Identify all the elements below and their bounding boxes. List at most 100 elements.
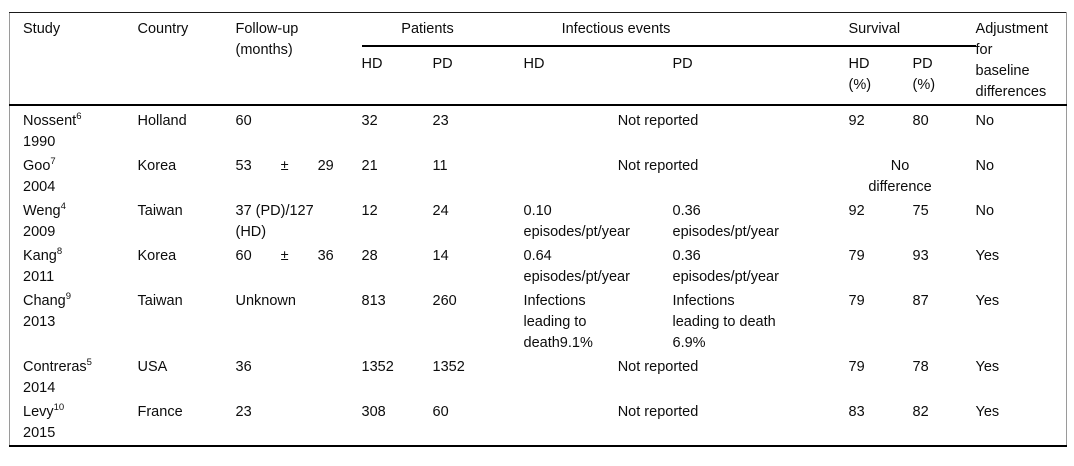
patients-pd-cell: 60 [432, 404, 449, 420]
infectious-events-span-cell: Not reported [617, 404, 699, 420]
table-row-weng: Weng4 2009 Taiwan 37 (PD)/127 (HD) 12 24 … [10, 199, 1067, 244]
survival-pd-cell: 80 [912, 113, 929, 129]
study-name: Levy [23, 404, 54, 420]
study-cell: Kang8 2011 [10, 244, 138, 289]
infectious-events-span-cell: Not reported [617, 359, 699, 375]
study-ref: 10 [53, 402, 65, 414]
group-header-patients: Patients [361, 12, 524, 47]
follow-up-cell: 53 ± 29 [235, 158, 334, 174]
patients-pd-cell: 11 [432, 158, 448, 174]
follow-up-cell: Unknown [235, 293, 296, 309]
study-year: 2013 [23, 314, 56, 330]
patients-hd-cell: 28 [361, 248, 378, 264]
survival-span-cell: No difference [868, 158, 932, 195]
study-ref: 7 [50, 156, 56, 168]
subheader-infectious-hd: HD [523, 56, 545, 72]
follow-up-cell: 60 ± 36 [235, 248, 334, 264]
survival-pd-cell: 93 [912, 248, 929, 264]
infectious-pd-cell: 0.36 episodes/pt/year [672, 248, 779, 285]
col-header-follow-up: Follow-up (months) [235, 21, 299, 58]
survival-hd-cell: 92 [848, 113, 865, 129]
col-header-study: Study [23, 21, 61, 37]
infectious-pd-cell: Infections leading to death 6.9% [672, 293, 776, 351]
study-year: 2011 [23, 269, 55, 285]
subheader-infectious-pd: PD [672, 56, 693, 72]
infectious-events-span-cell: Not reported [617, 113, 699, 129]
table-row-chang: Chang9 2013 Taiwan Unknown 813 260 Infect… [10, 289, 1067, 355]
study-year: 2014 [23, 380, 56, 396]
patients-hd-cell: 308 [361, 404, 386, 420]
group-header-survival: Survival [848, 12, 976, 47]
survival-pd-cell: 87 [912, 293, 929, 309]
subheader-patients-pd: PD [432, 56, 453, 72]
country-cell: USA [137, 359, 168, 375]
study-ref: 5 [86, 357, 92, 369]
table-header: Study Country Follow-up (months) Patient… [9, 12, 1067, 105]
study-ref: 6 [76, 111, 82, 123]
subheader-survival-hd: HD (%) [848, 56, 872, 93]
patients-hd-cell: 12 [361, 203, 378, 219]
infectious-hd-cell: 0.64 episodes/pt/year [523, 248, 630, 285]
study-cell: Contreras5 2014 [10, 355, 138, 400]
country-cell: Korea [137, 248, 177, 264]
follow-up-cell: 36 [235, 359, 252, 375]
infectious-hd-cell: Infections leading to death9.1% [523, 293, 593, 351]
study-name: Chang [23, 293, 66, 309]
study-year: 1990 [23, 134, 56, 150]
subheader-patients-hd: HD [361, 56, 383, 72]
follow-up-cell: 60 [235, 113, 252, 129]
study-name: Goo [23, 158, 51, 174]
adjustment-cell: Yes [975, 404, 1000, 420]
adjustment-cell: No [975, 203, 995, 219]
survival-hd-cell: 83 [848, 404, 865, 420]
group-header-infectious-events: Infectious events [523, 12, 849, 47]
table-row-kang: Kang8 2011 Korea 60 ± 36 28 14 0.64 episo… [10, 244, 1067, 289]
country-cell: Taiwan [137, 203, 183, 219]
table-row-goo: Goo7 2004 Korea 53 ± 29 21 11 Not reporte… [10, 154, 1067, 199]
col-header-adjustment: Adjustment for baseline differences [975, 21, 1049, 100]
follow-up-cell: 23 [235, 404, 252, 420]
study-cell: Nossent6 1990 [10, 105, 138, 154]
patients-pd-cell: 14 [432, 248, 449, 264]
study-ref: 9 [65, 291, 72, 303]
adjustment-cell: No [975, 158, 995, 174]
study-cell: Goo7 2004 [10, 154, 138, 199]
subheader-survival-pd: PD (%) [912, 56, 936, 93]
patients-hd-cell: 32 [361, 113, 378, 129]
patients-pd-cell: 23 [432, 113, 449, 129]
patients-hd-cell: 21 [361, 158, 378, 174]
study-cell: Levy10 2015 [10, 400, 138, 446]
study-ref: 8 [56, 246, 63, 258]
table-body: Nossent6 1990 Holland 60 32 23 Not report… [10, 105, 1067, 446]
adjustment-cell: Yes [975, 293, 1000, 309]
survival-hd-cell: 79 [848, 248, 865, 264]
adjustment-cell: Yes [975, 359, 1000, 375]
study-name: Contreras [23, 359, 87, 375]
header-row-groups: Study Country Follow-up (months) Patient… [10, 12, 1067, 100]
table-row-levy: Levy10 2015 France 23 308 60 Not reported… [10, 400, 1067, 446]
study-cell: Chang9 2013 [10, 289, 138, 355]
follow-up-cell: 37 (PD)/127 (HD) [235, 203, 314, 240]
infectious-pd-cell: 0.36 episodes/pt/year [672, 203, 779, 240]
study-ref: 4 [60, 201, 66, 213]
survival-pd-cell: 82 [912, 404, 929, 420]
country-cell: Holland [137, 113, 187, 129]
col-header-country: Country [137, 21, 189, 37]
patients-pd-cell: 260 [432, 293, 457, 309]
table-row-contreras: Contreras5 2014 USA 36 1352 1352 Not repo… [10, 355, 1067, 400]
survival-hd-cell: 92 [848, 203, 865, 219]
survival-hd-cell: 79 [848, 359, 865, 375]
patients-pd-cell: 24 [432, 203, 449, 219]
header-row-subcolumns: HD PD HD PD HD (%) PD (%) [10, 46, 1067, 105]
study-name: Nossent [23, 113, 77, 129]
studies-table: Study Country Follow-up (months) Patient… [9, 12, 1068, 447]
country-cell: France [137, 404, 183, 420]
adjustment-cell: No [975, 113, 995, 129]
patients-pd-cell: 1352 [432, 359, 465, 375]
infectious-hd-cell: 0.10 episodes/pt/year [523, 203, 630, 240]
survival-pd-cell: 78 [912, 359, 929, 375]
country-cell: Taiwan [137, 293, 183, 309]
study-name: Kang [23, 248, 57, 264]
study-year: 2015 [23, 425, 56, 441]
patients-hd-cell: 813 [361, 293, 386, 309]
